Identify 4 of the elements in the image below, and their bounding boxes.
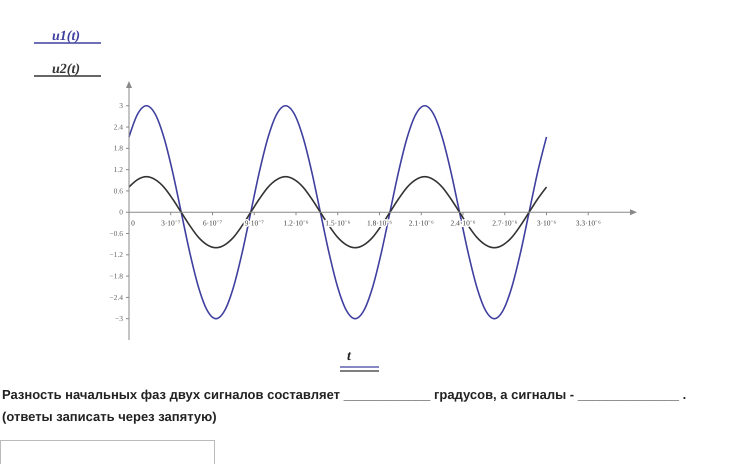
- text: u1(t): [52, 29, 80, 44]
- x-axis-title: t: [347, 349, 352, 364]
- text: Разность начальных фаз двух сигналов составляет ____________ градусов, а сигналы - ______________ . (ответы записать через запятую): [2, 386, 688, 426]
- text: u2(t): [52, 62, 80, 77]
